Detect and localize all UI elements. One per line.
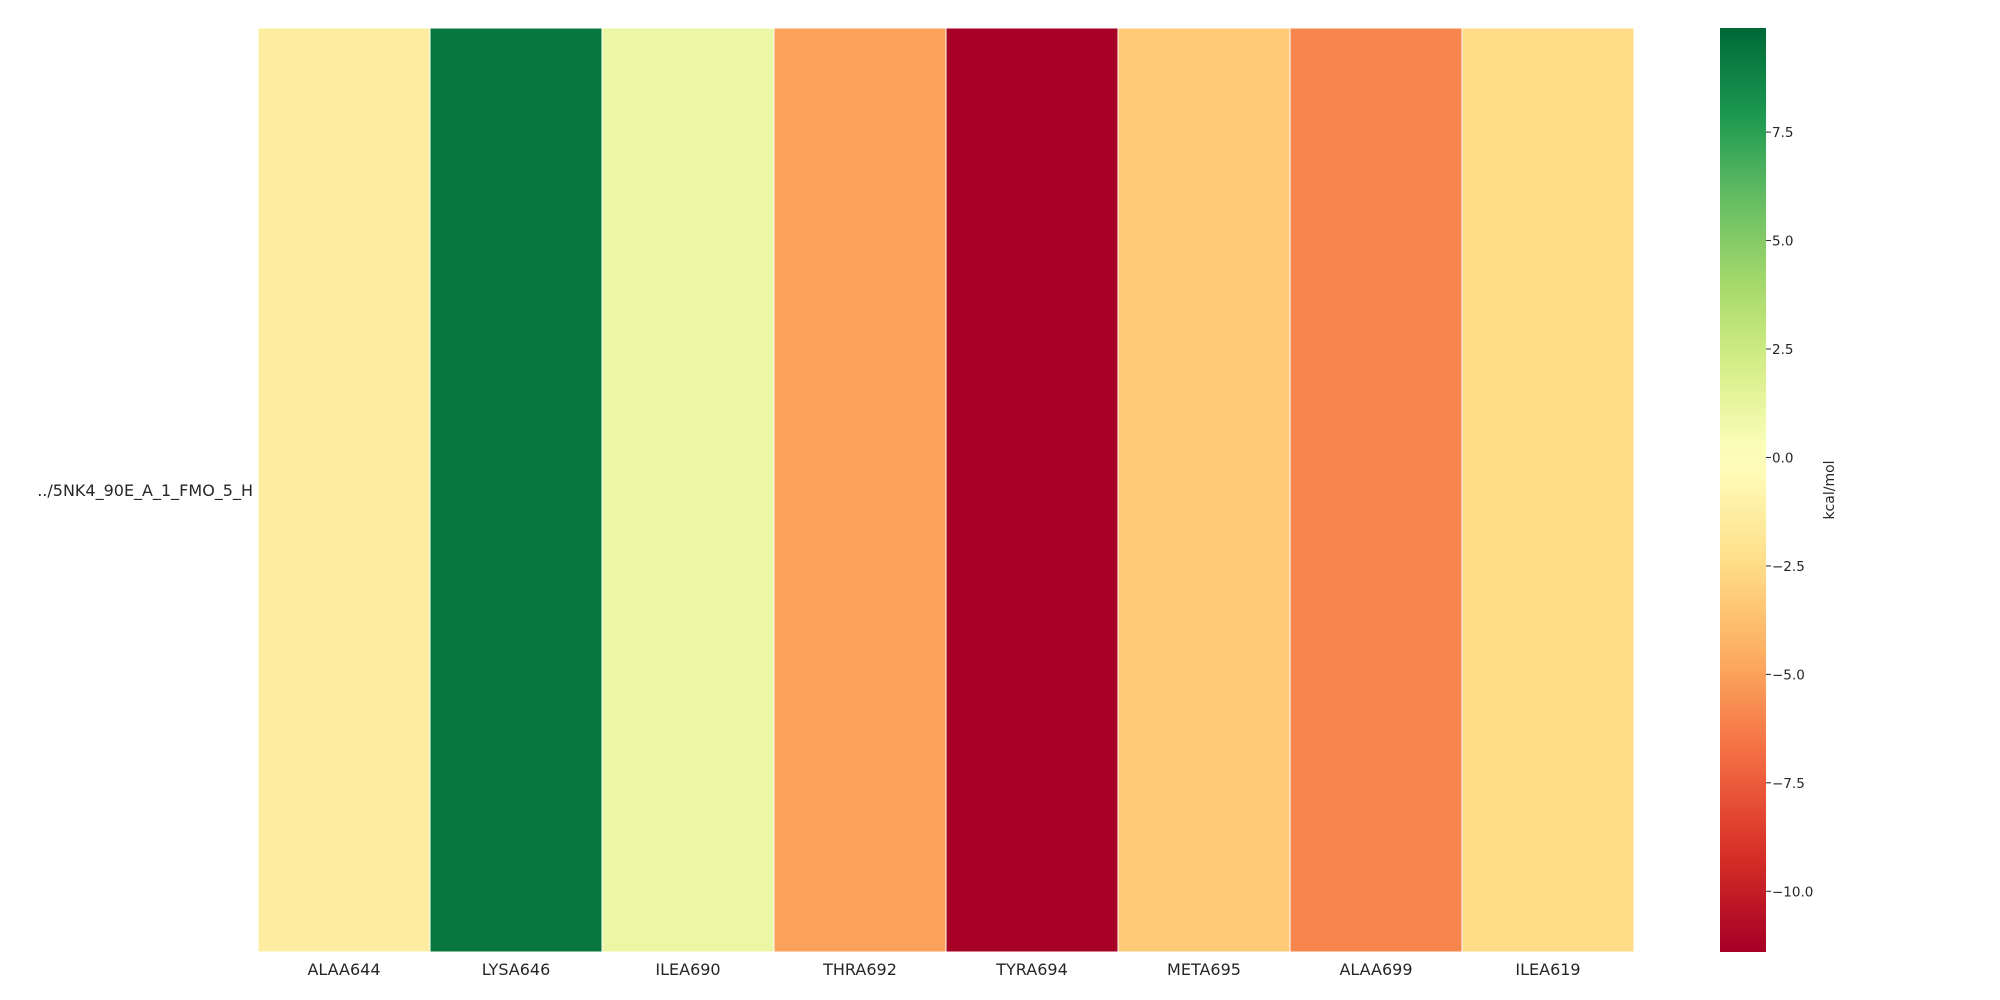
column-labels: ALAA644 LYSA646 ILEA690 THRA692 TYRA694 META6… <box>307 960 1580 979</box>
colorbar-ticks: 7.5 5.0 2.5 0.0 −2.5 −5.0 −7.5 −10.0 <box>1766 125 1813 900</box>
heatmap-cells <box>257 27 1635 953</box>
colorbar <box>1720 28 1766 952</box>
row-labels: ../5NK4_90E_A_1_FMO_5_H <box>37 481 253 501</box>
heatmap-cell <box>1461 27 1635 953</box>
colorbar-tick-label: −2.5 <box>1772 559 1805 575</box>
column-label: ALAA699 <box>1339 960 1412 979</box>
column-label: THRA692 <box>822 960 897 979</box>
colorbar-tick-label: −5.0 <box>1772 667 1805 683</box>
colorbar-label: kcal/mol <box>1822 460 1838 519</box>
heatmap-cell <box>601 27 775 953</box>
heatmap-cell <box>1117 27 1291 953</box>
heatmap-cell <box>1289 27 1463 953</box>
heatmap-cell <box>257 27 431 953</box>
row-label: ../5NK4_90E_A_1_FMO_5_H <box>37 481 253 501</box>
column-label: TYRA694 <box>995 960 1068 979</box>
colorbar-gradient <box>1720 28 1766 952</box>
column-label: ALAA644 <box>307 960 380 979</box>
column-label: META695 <box>1167 960 1241 979</box>
colorbar-tick-label: −10.0 <box>1772 884 1813 900</box>
colorbar-tick-label: 2.5 <box>1772 342 1793 358</box>
colorbar-tick-label: 7.5 <box>1772 125 1793 141</box>
column-label: ILEA619 <box>1515 960 1580 979</box>
colorbar-tick-label: −7.5 <box>1772 776 1805 792</box>
column-label: LYSA646 <box>482 960 551 979</box>
colorbar-tick-label: 0.0 <box>1772 450 1793 466</box>
colorbar-tick-label: 5.0 <box>1772 234 1793 250</box>
heatmap-cell <box>429 27 603 953</box>
heatmap-cell <box>773 27 947 953</box>
column-label: ILEA690 <box>655 960 720 979</box>
heatmap-cell <box>945 27 1119 953</box>
